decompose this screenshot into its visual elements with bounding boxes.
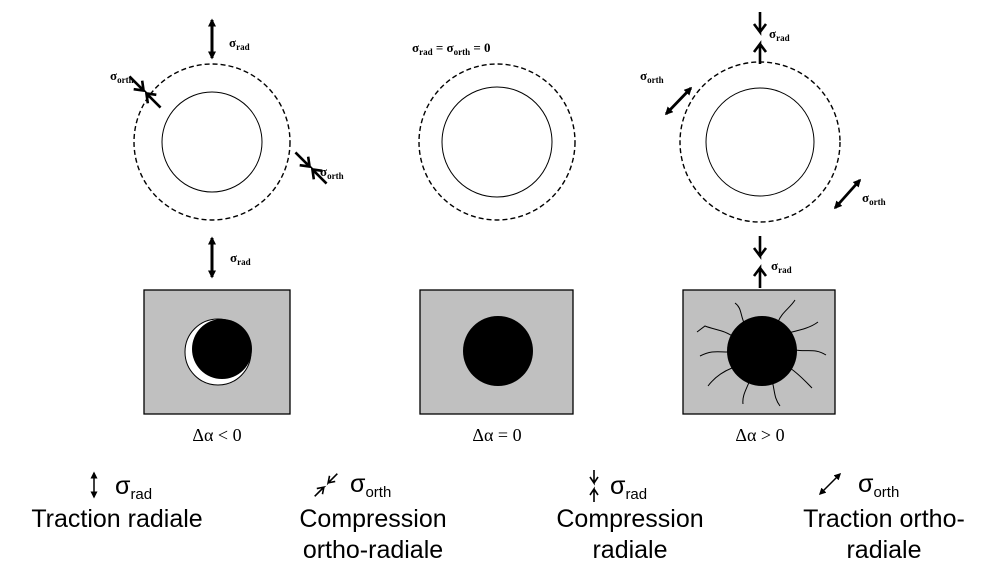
inclusion [192,319,252,379]
compression-fork-icon [294,151,328,185]
inner-circle [441,86,553,198]
legend-label: Compression [556,505,703,533]
dashed-outer-circle [679,61,841,223]
double-arrow-icon [664,86,693,116]
svg-text:σrad: σrad [115,472,152,503]
svg-text:σrad: σrad [771,258,792,275]
svg-text:σorth: σorth [858,470,899,501]
svg-text:σrad = σorth = 0: σrad = σorth = 0 [412,40,491,57]
inclusion [463,316,533,386]
legend-item-compression-ortho: σorth Compression ortho-radiale [299,470,446,564]
caption-middle: Δα = 0 [472,425,521,445]
legend-label: radiale [592,536,667,564]
compression-fork-icon [314,473,338,497]
dashed-outer-circle [133,63,291,221]
legend-item-compression-radiale: σrad Compression radiale [556,470,704,564]
compression-fork-icon [752,12,768,64]
legend-item-traction-radiale: σrad Traction radiale [31,471,203,533]
svg-text:σorth: σorth [110,68,134,85]
caption-left: Δα < 0 [192,425,241,445]
svg-text:σorth: σorth [320,164,344,181]
legend-item-traction-ortho: σorth Traction ortho- radiale [803,470,965,564]
compression-fork-icon [752,236,768,288]
compression-fork-icon [589,470,599,502]
svg-text:σrad: σrad [769,26,790,43]
caption-right: Δα > 0 [735,425,784,445]
svg-text:σrad: σrad [230,250,251,267]
svg-text:σorth: σorth [640,68,664,85]
inner-circle [161,91,263,193]
inner-circle [705,87,815,197]
dashed-outer-circle [418,63,576,221]
inclusion [727,316,797,386]
legend-label: ortho-radiale [303,536,443,564]
legend-label: Compression [299,505,446,533]
panel-middle: σrad = σorth = 0 Δα = 0 [412,40,576,445]
svg-text:σrad: σrad [610,472,647,503]
svg-text:σorth: σorth [862,190,886,207]
legend-label: Traction ortho- [803,505,965,533]
legend: σrad Traction radiale σorth Compression … [31,470,965,564]
panel-right: σrad σrad σorth σorth Δα > 0 [640,12,886,445]
panel-left: σrad σrad σorth σorth Δα < 0 [110,18,344,445]
svg-text:σorth: σorth [350,470,391,501]
svg-text:σrad: σrad [229,35,250,52]
double-arrow-icon [833,178,862,210]
double-arrow-icon [818,472,842,496]
legend-label: radiale [846,536,921,564]
compression-fork-icon [128,75,162,109]
legend-label: Traction radiale [31,505,202,533]
